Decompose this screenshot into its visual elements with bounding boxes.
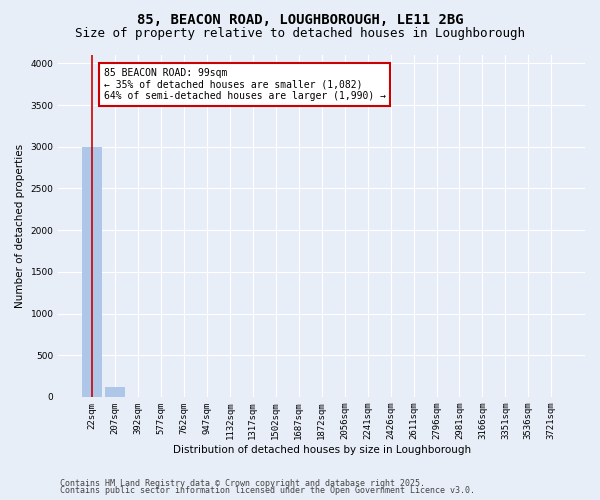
X-axis label: Distribution of detached houses by size in Loughborough: Distribution of detached houses by size … [173,445,471,455]
Bar [106,388,125,397]
Text: 85 BEACON ROAD: 99sqm
← 35% of detached houses are smaller (1,082)
64% of semi-d: 85 BEACON ROAD: 99sqm ← 35% of detached … [104,68,386,100]
Y-axis label: Number of detached properties: Number of detached properties [15,144,25,308]
Text: 85, BEACON ROAD, LOUGHBOROUGH, LE11 2BG: 85, BEACON ROAD, LOUGHBOROUGH, LE11 2BG [137,12,463,26]
Text: Contains public sector information licensed under the Open Government Licence v3: Contains public sector information licen… [60,486,475,495]
Text: Contains HM Land Registry data © Crown copyright and database right 2025.: Contains HM Land Registry data © Crown c… [60,478,425,488]
Bar [82,146,102,397]
Text: Size of property relative to detached houses in Loughborough: Size of property relative to detached ho… [75,28,525,40]
